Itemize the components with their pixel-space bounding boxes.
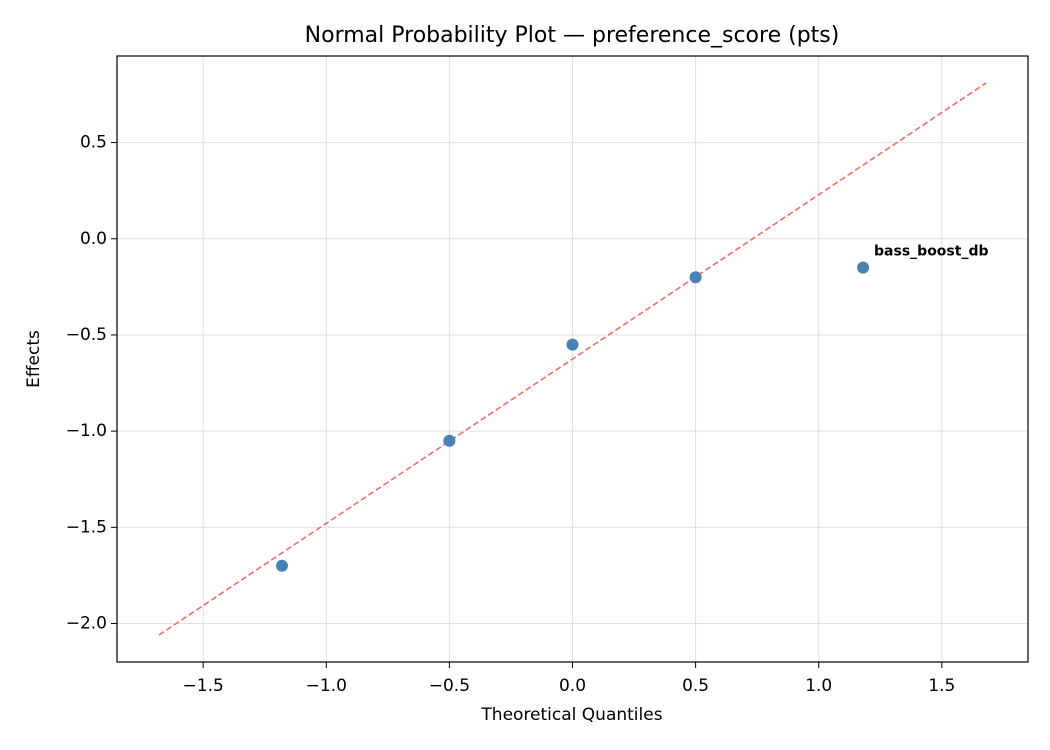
x-tick-label: −0.5 — [429, 676, 470, 696]
x-tick-label: 0.5 — [682, 676, 709, 696]
point — [275, 559, 288, 572]
x-axis-label: Theoretical Quantiles — [480, 705, 662, 725]
y-tick-label: −2.0 — [66, 614, 107, 634]
point — [689, 271, 702, 284]
y-tick-label: 0.0 — [80, 229, 107, 249]
point — [443, 434, 456, 447]
point — [566, 338, 579, 351]
chart-title: Normal Probability Plot — preference_sco… — [305, 23, 840, 48]
x-tick-label: −1.5 — [183, 676, 224, 696]
x-tick-label: −1.0 — [306, 676, 347, 696]
x-tick-label: 1.5 — [928, 676, 955, 696]
y-tick-label: −1.5 — [66, 517, 107, 537]
reference-line — [158, 82, 987, 636]
x-tick-label: 0.0 — [559, 676, 586, 696]
y-axis-label: Effects — [24, 330, 44, 388]
annotation: bass_boost_db — [874, 244, 988, 260]
y-tick-label: 0.5 — [80, 133, 107, 153]
y-tick-label: −1.0 — [66, 421, 107, 441]
plot-frame — [116, 55, 1029, 663]
point — [857, 261, 870, 274]
x-tick-label: 1.0 — [805, 676, 832, 696]
y-tick-label: −0.5 — [66, 325, 107, 345]
